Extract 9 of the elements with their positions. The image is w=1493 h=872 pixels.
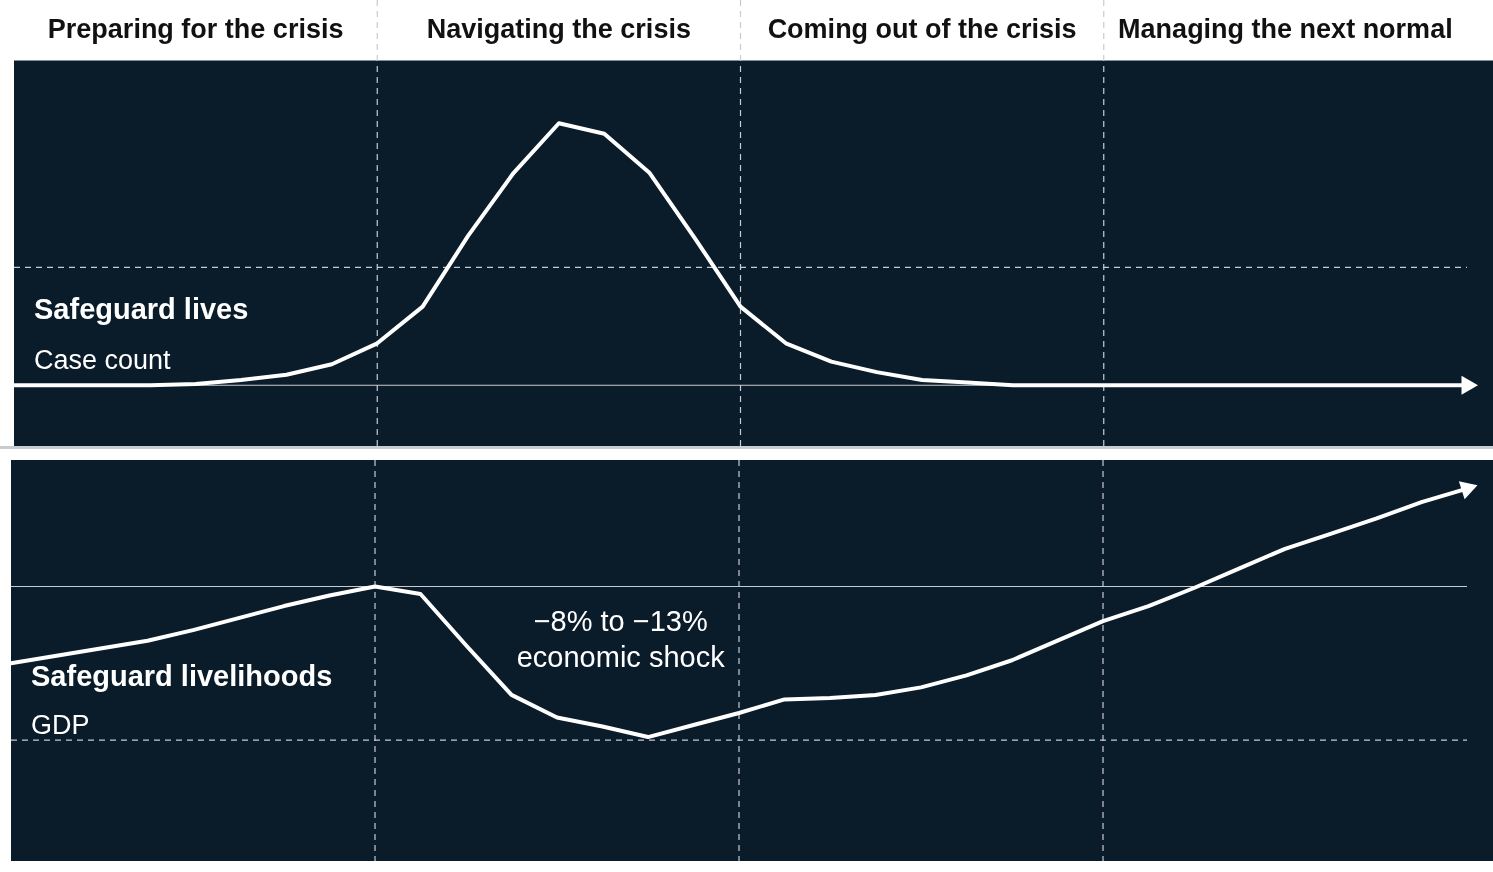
text: Safeguard lives <box>34 293 249 326</box>
x-tick-label: Coming out of the crisis <box>767 13 1077 44</box>
text: Safeguard livelihoods <box>31 660 333 693</box>
x-tick-label: Preparing for the crisis <box>47 13 344 44</box>
text: GDP <box>31 710 90 741</box>
x-tick-label: Navigating the crisis <box>426 13 691 44</box>
text: Case count <box>34 345 172 376</box>
x-tick-label: Managing the next normal <box>1118 13 1453 44</box>
annotation: −8% to −13% economic shock <box>516 605 726 674</box>
